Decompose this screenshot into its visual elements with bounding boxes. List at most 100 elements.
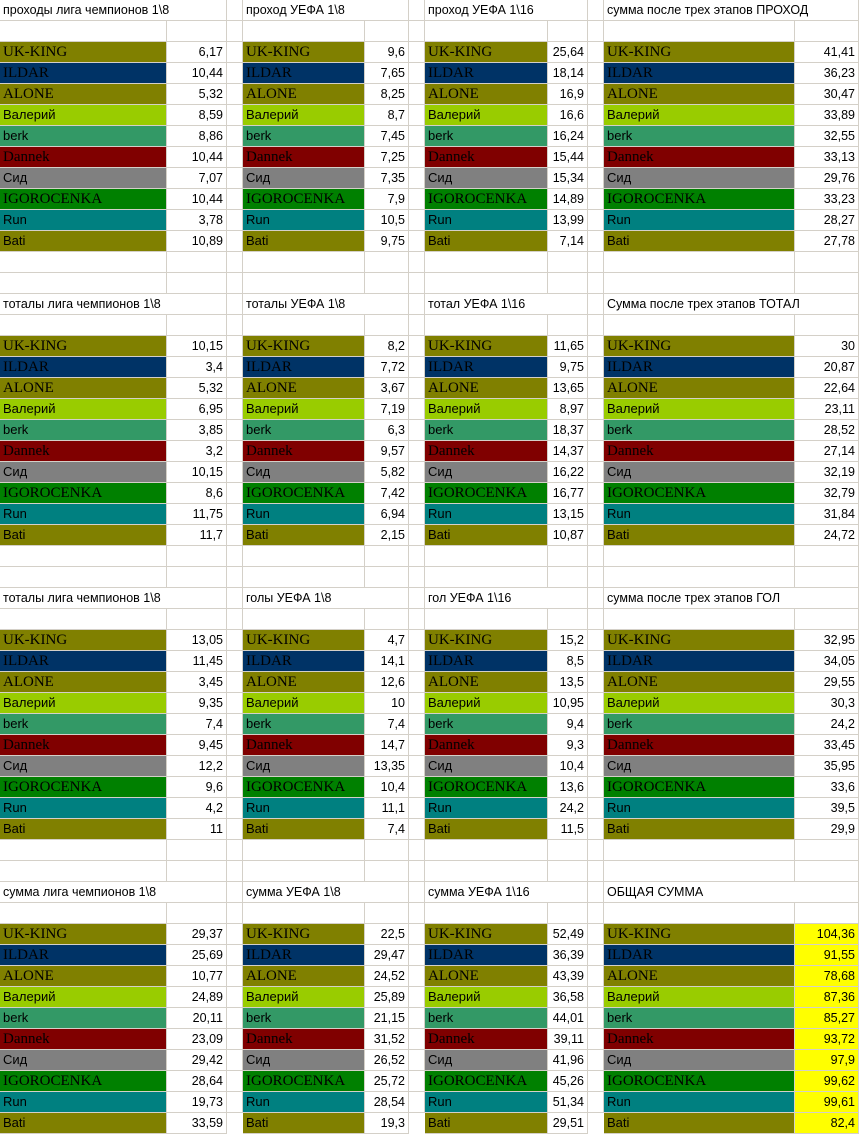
- player-name-сид[interactable]: Сид: [243, 1050, 365, 1071]
- empty-cell[interactable]: [0, 861, 167, 882]
- player-name-bati[interactable]: Bati: [604, 819, 795, 840]
- empty-cell[interactable]: [227, 399, 243, 420]
- table-title[interactable]: сумма после трех этапов ГОЛ: [604, 588, 859, 609]
- empty-cell[interactable]: [588, 252, 604, 273]
- player-name-сид[interactable]: Сид: [604, 756, 795, 777]
- score-cell-dannek[interactable]: 9,45: [167, 735, 227, 756]
- score-cell-валерий[interactable]: 16,6: [548, 105, 588, 126]
- empty-cell[interactable]: [227, 735, 243, 756]
- player-name-uk-king[interactable]: UK-KING: [243, 924, 365, 945]
- player-name-alone[interactable]: ALONE: [0, 84, 167, 105]
- player-name-сид[interactable]: Сид: [0, 1050, 167, 1071]
- score-cell-bati[interactable]: 82,4: [795, 1113, 859, 1134]
- player-name-ildar[interactable]: ILDAR: [604, 651, 795, 672]
- player-name-run[interactable]: Run: [604, 504, 795, 525]
- empty-cell[interactable]: [227, 966, 243, 987]
- score-cell-igorocenka[interactable]: 45,26: [548, 1071, 588, 1092]
- score-cell-run[interactable]: 4,2: [167, 798, 227, 819]
- empty-cell[interactable]: [227, 630, 243, 651]
- score-cell-ildar[interactable]: 11,45: [167, 651, 227, 672]
- empty-cell[interactable]: [409, 672, 425, 693]
- empty-cell[interactable]: [795, 567, 859, 588]
- empty-cell[interactable]: [588, 210, 604, 231]
- score-cell-uk-king[interactable]: 41,41: [795, 42, 859, 63]
- score-cell-berk[interactable]: 21,15: [365, 1008, 409, 1029]
- score-cell-run[interactable]: 3,78: [167, 210, 227, 231]
- empty-cell[interactable]: [409, 525, 425, 546]
- empty-cell[interactable]: [409, 945, 425, 966]
- table-title[interactable]: Сумма после трех этапов ТОТАЛ: [604, 294, 859, 315]
- empty-cell[interactable]: [588, 189, 604, 210]
- player-name-igorocenka[interactable]: IGOROCENKA: [243, 1071, 365, 1092]
- player-name-dannek[interactable]: Dannek: [0, 441, 167, 462]
- empty-cell[interactable]: [604, 252, 795, 273]
- empty-cell[interactable]: [243, 861, 365, 882]
- player-name-валерий[interactable]: Валерий: [604, 987, 795, 1008]
- score-cell-bati[interactable]: 10,89: [167, 231, 227, 252]
- empty-cell[interactable]: [588, 588, 604, 609]
- player-name-alone[interactable]: ALONE: [425, 84, 548, 105]
- empty-cell[interactable]: [425, 273, 548, 294]
- score-cell-igorocenka[interactable]: 10,4: [365, 777, 409, 798]
- empty-cell[interactable]: [0, 21, 167, 42]
- score-cell-igorocenka[interactable]: 32,79: [795, 483, 859, 504]
- score-cell-валерий[interactable]: 87,36: [795, 987, 859, 1008]
- empty-cell[interactable]: [409, 756, 425, 777]
- score-cell-bati[interactable]: 9,75: [365, 231, 409, 252]
- player-name-alone[interactable]: ALONE: [604, 672, 795, 693]
- player-name-igorocenka[interactable]: IGOROCENKA: [604, 189, 795, 210]
- score-cell-berk[interactable]: 32,55: [795, 126, 859, 147]
- table-title[interactable]: сумма лига чемпионов 1\8: [0, 882, 227, 903]
- empty-cell[interactable]: [409, 483, 425, 504]
- empty-cell[interactable]: [588, 1092, 604, 1113]
- score-cell-dannek[interactable]: 14,37: [548, 441, 588, 462]
- empty-cell[interactable]: [227, 588, 243, 609]
- empty-cell[interactable]: [227, 441, 243, 462]
- score-cell-run[interactable]: 13,99: [548, 210, 588, 231]
- score-cell-igorocenka[interactable]: 16,77: [548, 483, 588, 504]
- player-name-uk-king[interactable]: UK-KING: [243, 42, 365, 63]
- empty-cell[interactable]: [425, 861, 548, 882]
- empty-cell[interactable]: [588, 714, 604, 735]
- player-name-uk-king[interactable]: UK-KING: [425, 630, 548, 651]
- player-name-dannek[interactable]: Dannek: [0, 147, 167, 168]
- player-name-berk[interactable]: berk: [0, 126, 167, 147]
- empty-cell[interactable]: [365, 609, 409, 630]
- player-name-alone[interactable]: ALONE: [0, 672, 167, 693]
- player-name-сид[interactable]: Сид: [604, 168, 795, 189]
- player-name-run[interactable]: Run: [425, 798, 548, 819]
- empty-cell[interactable]: [409, 840, 425, 861]
- score-cell-dannek[interactable]: 15,44: [548, 147, 588, 168]
- score-cell-ildar[interactable]: 20,87: [795, 357, 859, 378]
- score-cell-валерий[interactable]: 8,7: [365, 105, 409, 126]
- table-title[interactable]: гол УЕФА 1\16: [425, 588, 588, 609]
- player-name-run[interactable]: Run: [0, 504, 167, 525]
- player-name-dannek[interactable]: Dannek: [604, 1029, 795, 1050]
- empty-cell[interactable]: [167, 840, 227, 861]
- empty-cell[interactable]: [0, 567, 167, 588]
- empty-cell[interactable]: [425, 609, 548, 630]
- table-title[interactable]: тоталы лига чемпионов 1\8: [0, 294, 227, 315]
- empty-cell[interactable]: [227, 42, 243, 63]
- player-name-igorocenka[interactable]: IGOROCENKA: [425, 1071, 548, 1092]
- score-cell-dannek[interactable]: 33,13: [795, 147, 859, 168]
- empty-cell[interactable]: [167, 546, 227, 567]
- score-cell-сид[interactable]: 29,76: [795, 168, 859, 189]
- player-name-alone[interactable]: ALONE: [243, 966, 365, 987]
- empty-cell[interactable]: [409, 315, 425, 336]
- score-cell-run[interactable]: 6,94: [365, 504, 409, 525]
- empty-cell[interactable]: [227, 1008, 243, 1029]
- empty-cell[interactable]: [548, 21, 588, 42]
- empty-cell[interactable]: [365, 546, 409, 567]
- empty-cell[interactable]: [425, 546, 548, 567]
- score-cell-berk[interactable]: 7,4: [167, 714, 227, 735]
- empty-cell[interactable]: [227, 567, 243, 588]
- score-cell-igorocenka[interactable]: 10,44: [167, 189, 227, 210]
- player-name-run[interactable]: Run: [243, 1092, 365, 1113]
- player-name-igorocenka[interactable]: IGOROCENKA: [243, 777, 365, 798]
- empty-cell[interactable]: [795, 609, 859, 630]
- empty-cell[interactable]: [588, 315, 604, 336]
- score-cell-berk[interactable]: 9,4: [548, 714, 588, 735]
- empty-cell[interactable]: [548, 840, 588, 861]
- empty-cell[interactable]: [227, 336, 243, 357]
